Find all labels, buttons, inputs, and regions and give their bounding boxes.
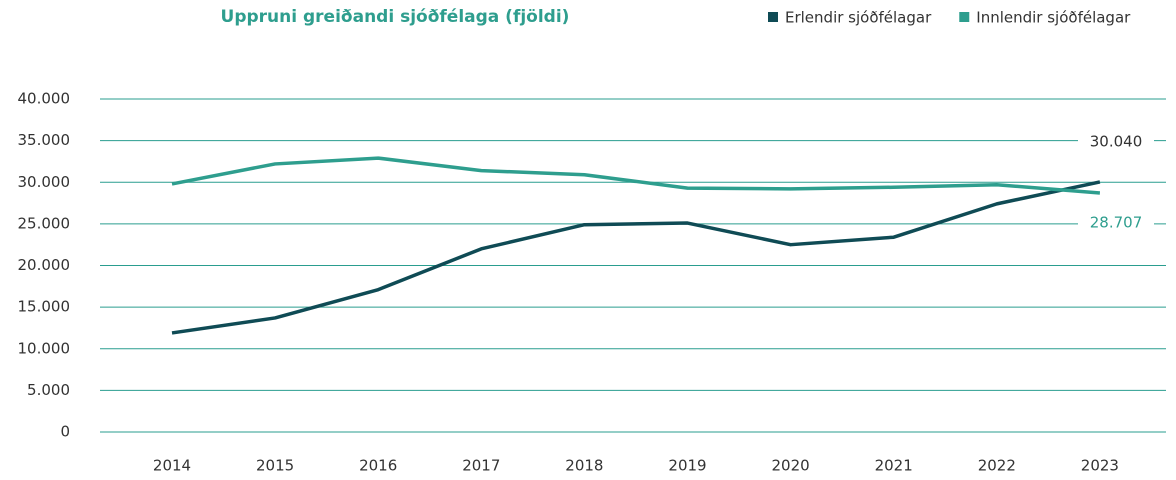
x-tick-label: 2018 [565, 457, 603, 475]
y-tick-label: 35.000 [18, 131, 71, 149]
legend-swatch [768, 12, 778, 22]
x-tick-label: 2016 [359, 457, 397, 475]
y-tick-label: 20.000 [18, 256, 71, 274]
x-tick-label: 2014 [153, 457, 191, 475]
x-tick-label: 2022 [978, 457, 1016, 475]
y-tick-label: 15.000 [18, 298, 71, 316]
x-tick-label: 2021 [875, 457, 913, 475]
x-tick-label: 2020 [772, 457, 810, 475]
y-tick-label: 10.000 [18, 339, 71, 357]
y-tick-label: 40.000 [18, 90, 71, 108]
data-label: 30.040 [1090, 132, 1143, 150]
x-tick-label: 2023 [1081, 457, 1119, 475]
legend-label: Innlendir sjóðfélagar [976, 9, 1131, 27]
y-tick-label: 5.000 [27, 381, 70, 399]
x-tick-label: 2017 [462, 457, 500, 475]
y-tick-label: 0 [60, 423, 70, 441]
y-tick-label: 25.000 [18, 214, 71, 232]
line [171, 156, 1101, 195]
legend-label: Erlendir sjóðfélagar [785, 9, 932, 27]
line [171, 180, 1101, 335]
y-tick-label: 30.000 [18, 173, 71, 191]
legend-swatch [959, 12, 970, 22]
chart-title: Uppruni greiðandi sjóðfélaga (fjöldi) [221, 7, 570, 27]
label-bg [1078, 130, 1154, 153]
data-label: 28.707 [1090, 214, 1143, 232]
x-tick-label: 2015 [256, 457, 294, 475]
label-bg [1078, 212, 1154, 235]
x-tick-label: 2019 [668, 457, 706, 475]
